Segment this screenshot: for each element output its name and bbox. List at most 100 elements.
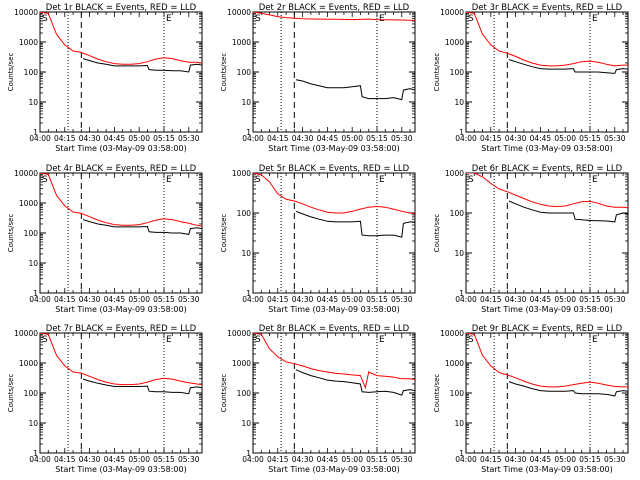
x-tick-label: 05:30 xyxy=(604,455,626,464)
end-marker-label: E xyxy=(166,175,172,185)
start-marker-label: S xyxy=(468,14,474,24)
y-tick-label: 10 xyxy=(454,419,464,428)
x-tick-label: 04:45 xyxy=(530,455,552,464)
x-tick-label: 04:15 xyxy=(54,295,76,304)
y-axis-label: Counts/sec xyxy=(220,214,228,253)
panel-2: Det 2r BLACK = Events, RED = LLD Counts/s… xyxy=(220,3,416,153)
series-line-lld xyxy=(253,12,415,21)
x-tick-label: 04:45 xyxy=(104,455,126,464)
y-tick-label: 1000 xyxy=(232,38,251,47)
end-marker-label: E xyxy=(379,14,385,24)
x-tick-label: 04:45 xyxy=(104,295,126,304)
y-axis-label: Counts/sec xyxy=(7,214,15,253)
panel-title: Det 7r BLACK = Events, RED = LLD xyxy=(46,324,197,334)
x-tick-label: 04:00 xyxy=(29,134,51,143)
x-axis-label: Start Time (03-May-09 03:58:00) xyxy=(481,144,612,153)
x-tick-label: 05:15 xyxy=(579,134,601,143)
x-axis-label: Start Time (03-May-09 03:58:00) xyxy=(268,305,399,314)
x-tick-label: 05:30 xyxy=(391,134,413,143)
end-marker-label: E xyxy=(379,175,385,185)
x-tick-label: 04:15 xyxy=(480,455,502,464)
x-tick-label: 04:00 xyxy=(242,455,264,464)
end-marker-label: E xyxy=(379,335,385,345)
panel-title: Det 4r BLACK = Events, RED = LLD xyxy=(46,164,197,174)
panel-title: Det 6r BLACK = Events, RED = LLD xyxy=(472,164,623,174)
x-tick-label: 04:00 xyxy=(29,455,51,464)
y-tick-label: 100 xyxy=(24,389,39,398)
y-tick-label: 1 xyxy=(33,128,38,137)
x-tick-label: 04:30 xyxy=(79,134,101,143)
y-tick-label: 10 xyxy=(241,98,251,107)
start-marker-label: S xyxy=(468,175,474,185)
x-tick-label: 04:30 xyxy=(292,455,314,464)
plot-frame xyxy=(252,11,416,133)
x-tick-label: 04:45 xyxy=(317,295,339,304)
x-tick-label: 05:30 xyxy=(604,134,626,143)
panel-5: Det 5r BLACK = Events, RED = LLD Counts/s… xyxy=(220,164,416,314)
y-tick-label: 10 xyxy=(28,419,38,428)
plot-frame xyxy=(465,172,629,294)
y-tick-label: 10 xyxy=(28,259,38,268)
x-tick-label: 04:00 xyxy=(455,455,477,464)
x-tick-label: 04:15 xyxy=(54,455,76,464)
series-line-events xyxy=(82,219,202,235)
series-line-events xyxy=(508,381,628,397)
series-line-lld xyxy=(466,12,628,67)
x-tick-label: 05:00 xyxy=(341,295,363,304)
x-tick-label: 04:45 xyxy=(530,295,552,304)
panel-title: Det 1r BLACK = Events, RED = LLD xyxy=(46,3,197,13)
panel-3: Det 3r BLACK = Events, RED = LLD Counts/s… xyxy=(433,3,629,153)
series-line-events xyxy=(295,210,415,238)
series-line-lld xyxy=(40,12,202,65)
x-tick-label: 05:00 xyxy=(341,134,363,143)
x-axis-label: Start Time (03-May-09 03:58:00) xyxy=(481,305,612,314)
panel-6: Det 6r BLACK = Events, RED = LLD Counts/s… xyxy=(433,164,629,314)
y-tick-label: 1 xyxy=(459,289,464,298)
y-tick-label: 1 xyxy=(459,128,464,137)
x-tick-label: 05:15 xyxy=(153,134,175,143)
x-tick-label: 04:30 xyxy=(292,295,314,304)
y-tick-label: 100 xyxy=(237,68,252,77)
y-axis-label: Counts/sec xyxy=(7,53,15,92)
y-tick-label: 100 xyxy=(237,389,252,398)
x-tick-label: 05:00 xyxy=(554,455,576,464)
panel-4: Det 4r BLACK = Events, RED = LLD Counts/s… xyxy=(7,164,203,314)
y-axis-label: Counts/sec xyxy=(7,374,15,413)
x-axis-label: Start Time (03-May-09 03:58:00) xyxy=(481,465,612,474)
y-tick-label: 10000 xyxy=(14,329,38,338)
x-tick-label: 05:30 xyxy=(604,295,626,304)
y-tick-label: 1000 xyxy=(19,359,38,368)
x-tick-label: 04:45 xyxy=(530,134,552,143)
x-tick-label: 04:15 xyxy=(267,295,289,304)
y-tick-label: 1 xyxy=(246,128,251,137)
x-tick-label: 05:15 xyxy=(579,295,601,304)
y-tick-label: 1000 xyxy=(19,38,38,47)
y-tick-label: 100 xyxy=(237,209,252,218)
x-tick-label: 04:15 xyxy=(480,295,502,304)
x-tick-label: 05:30 xyxy=(391,295,413,304)
series-line-events xyxy=(508,59,628,74)
x-axis-label: Start Time (03-May-09 03:58:00) xyxy=(268,465,399,474)
x-tick-label: 04:30 xyxy=(505,295,527,304)
x-tick-label: 05:15 xyxy=(153,455,175,464)
x-tick-label: 05:15 xyxy=(153,295,175,304)
x-tick-label: 05:00 xyxy=(128,455,150,464)
series-line-lld xyxy=(40,333,202,386)
x-tick-label: 05:30 xyxy=(178,134,200,143)
x-tick-label: 05:15 xyxy=(579,455,601,464)
x-tick-label: 05:15 xyxy=(366,134,388,143)
y-tick-label: 10 xyxy=(454,98,464,107)
panel-7: Det 7r BLACK = Events, RED = LLD Counts/s… xyxy=(7,324,203,474)
y-tick-label: 10 xyxy=(241,249,251,258)
y-tick-label: 10 xyxy=(28,98,38,107)
start-marker-label: S xyxy=(255,335,261,345)
series-line-events xyxy=(508,200,628,223)
series-line-events xyxy=(295,369,415,396)
x-tick-label: 04:15 xyxy=(267,455,289,464)
panel-title: Det 2r BLACK = Events, RED = LLD xyxy=(259,3,410,13)
y-tick-label: 1000 xyxy=(445,38,464,47)
x-tick-label: 05:00 xyxy=(341,455,363,464)
x-tick-label: 04:45 xyxy=(317,455,339,464)
y-tick-label: 100 xyxy=(450,68,465,77)
y-axis-label: Counts/sec xyxy=(433,53,441,92)
